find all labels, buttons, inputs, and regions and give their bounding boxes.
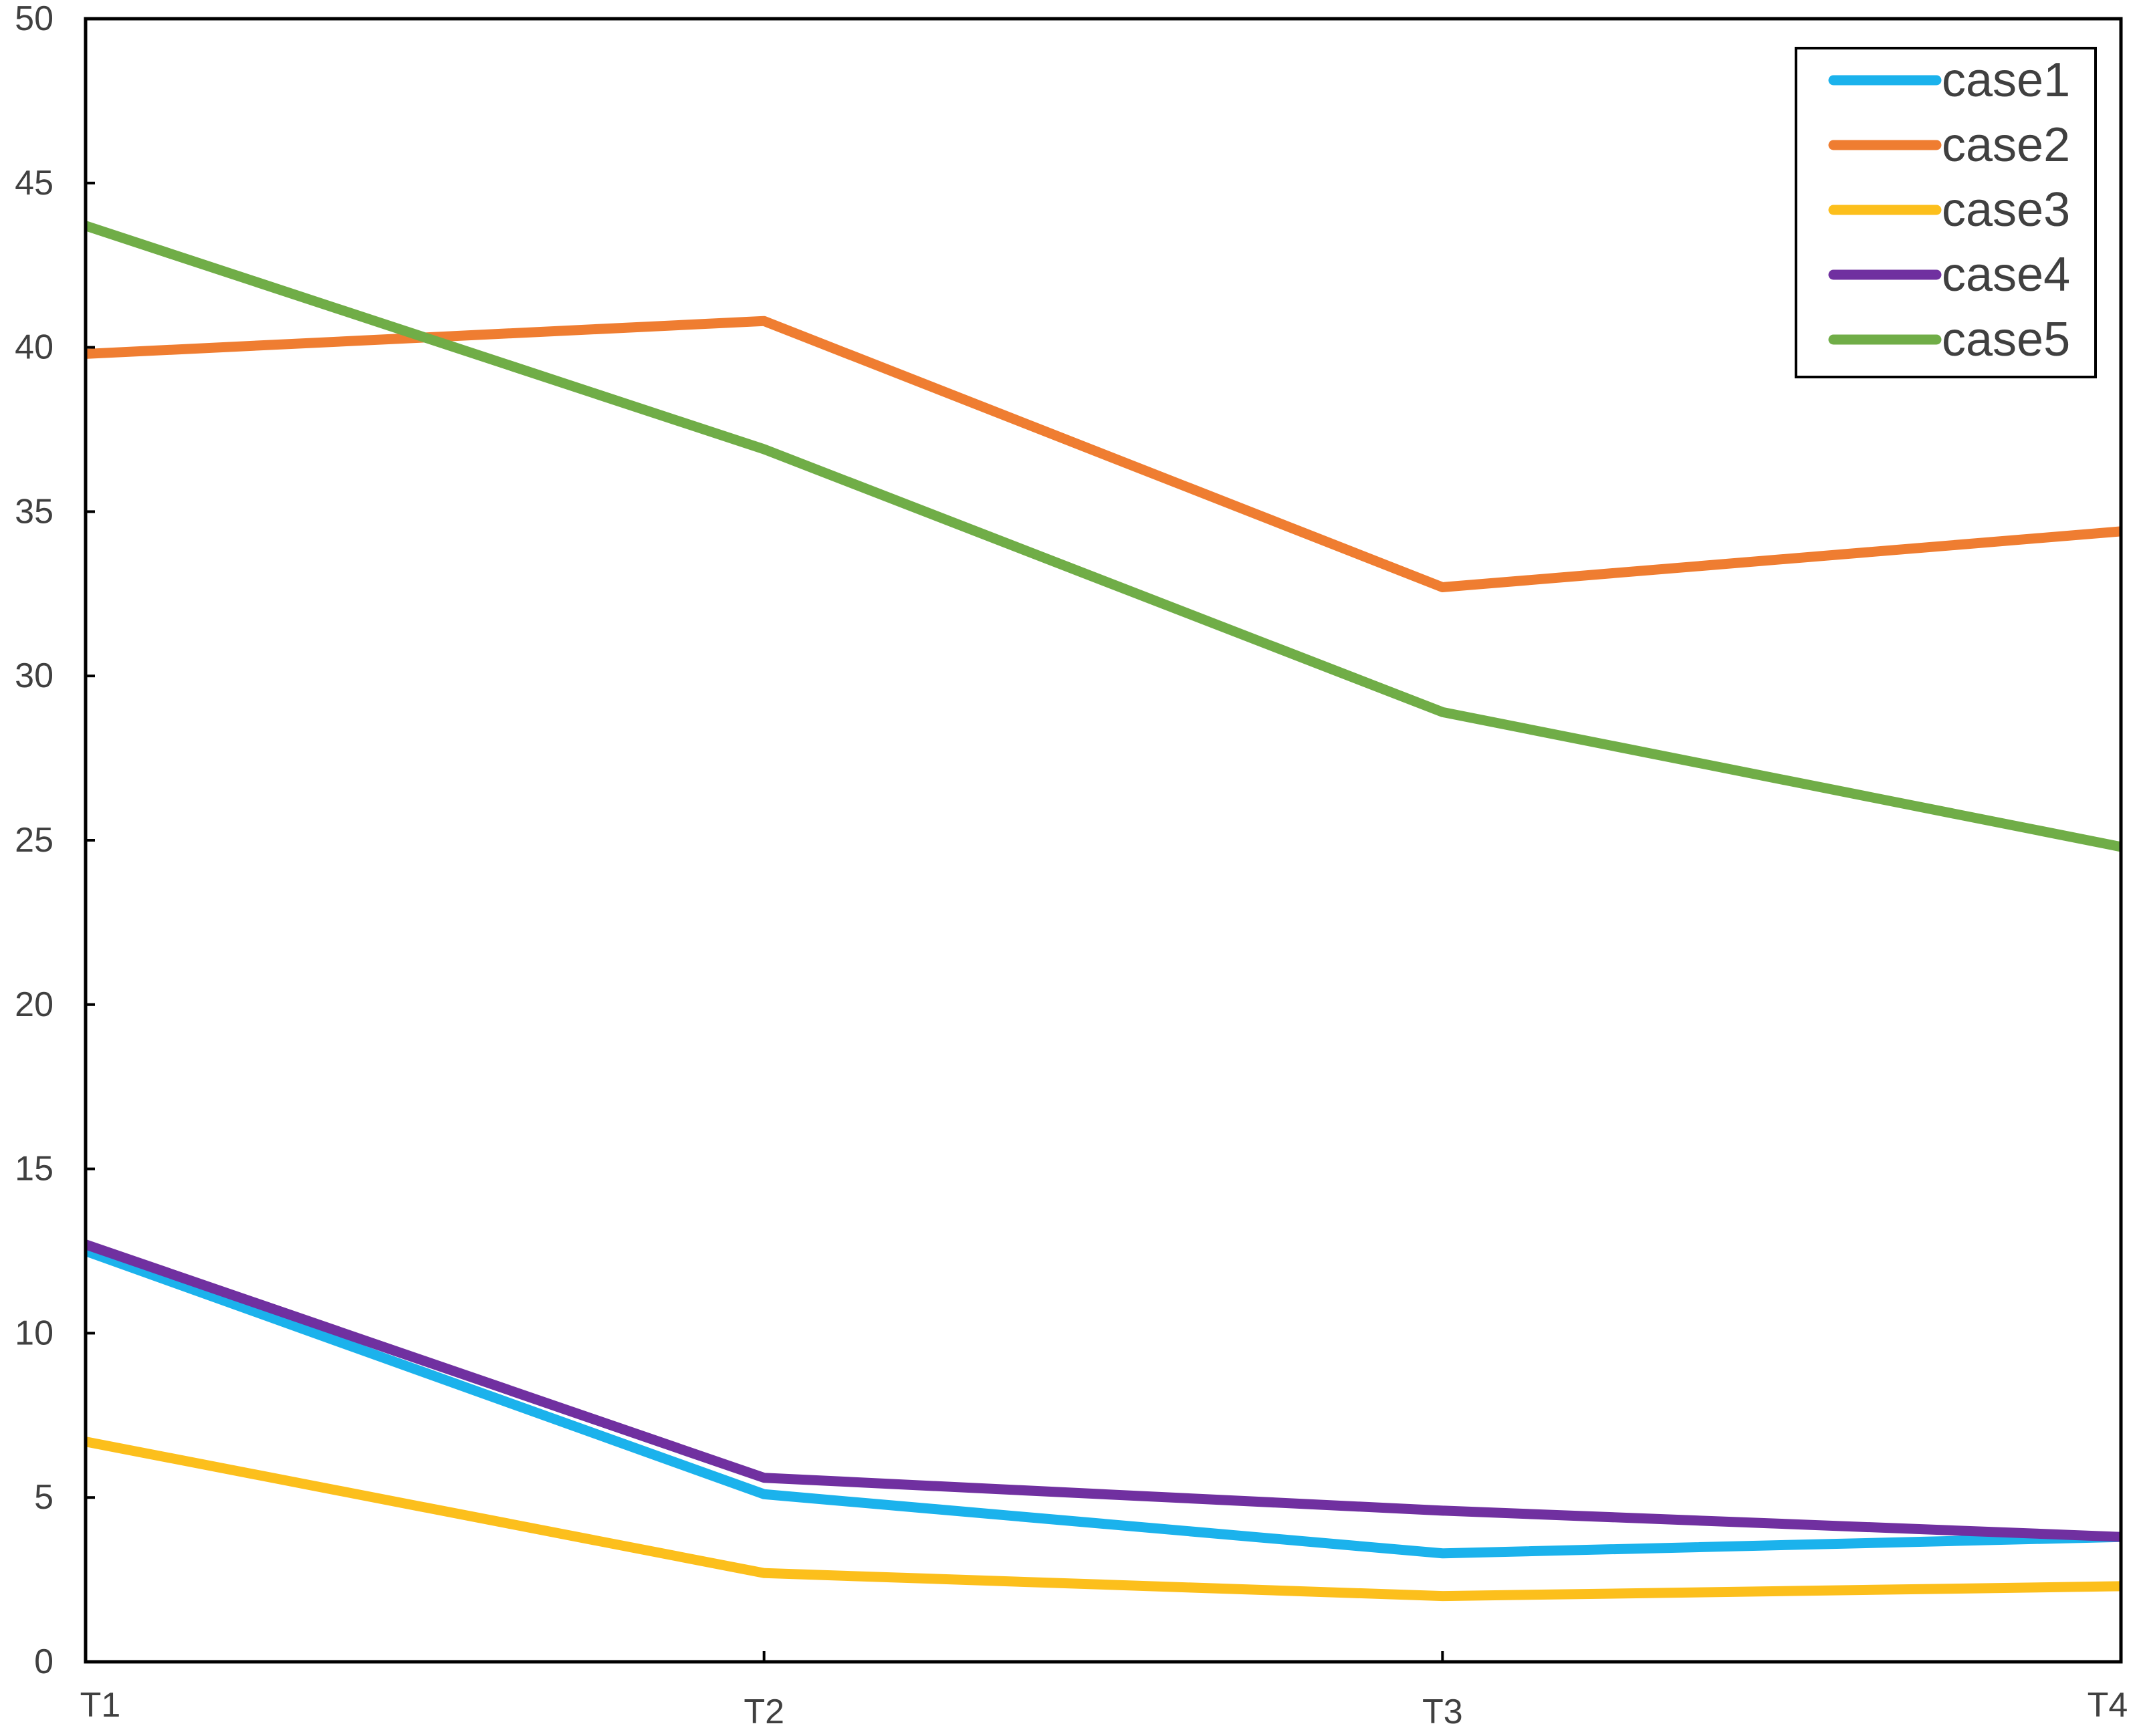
legend: case1 case2 case3 case4 case5 — [1795, 47, 2097, 378]
y-tick-label: 30 — [15, 656, 53, 695]
y-tick-label: 50 — [15, 0, 53, 38]
legend-label-case4: case4 — [1942, 248, 2070, 301]
series-lines — [84, 221, 2122, 1602]
legend-label-case3: case3 — [1942, 183, 2070, 237]
y-tick-label: 45 — [15, 164, 53, 203]
legend-label-case1: case1 — [1942, 53, 2070, 107]
legend-label-case2: case2 — [1942, 118, 2070, 172]
x-tick-label: T3 — [1422, 1693, 1463, 1731]
legend-label-case5: case5 — [1942, 313, 2070, 366]
y-tick-label: 40 — [15, 328, 53, 367]
y-tick-label: 25 — [15, 821, 53, 860]
y-tick-label: 5 — [34, 1478, 53, 1517]
x-axis-ticks: T1 T2 T3 T4 — [80, 1651, 2128, 1731]
y-tick-label: 20 — [15, 985, 53, 1024]
x-tick-label: T1 — [80, 1686, 121, 1725]
y-tick-label: 15 — [15, 1150, 53, 1189]
x-tick-label: T4 — [2088, 1686, 2128, 1725]
series-line-case4 — [84, 1239, 2122, 1542]
series-line-case1 — [84, 1246, 2122, 1559]
y-tick-label: 10 — [15, 1314, 53, 1352]
series-line-case5 — [84, 221, 2122, 852]
series-line-case3 — [84, 1437, 2122, 1602]
y-tick-label: 35 — [15, 492, 53, 531]
y-axis-ticks: 0 5 10 15 20 25 30 35 40 45 50 — [15, 0, 95, 1681]
y-tick-label: 0 — [34, 1642, 53, 1681]
x-tick-label: T2 — [744, 1693, 784, 1731]
